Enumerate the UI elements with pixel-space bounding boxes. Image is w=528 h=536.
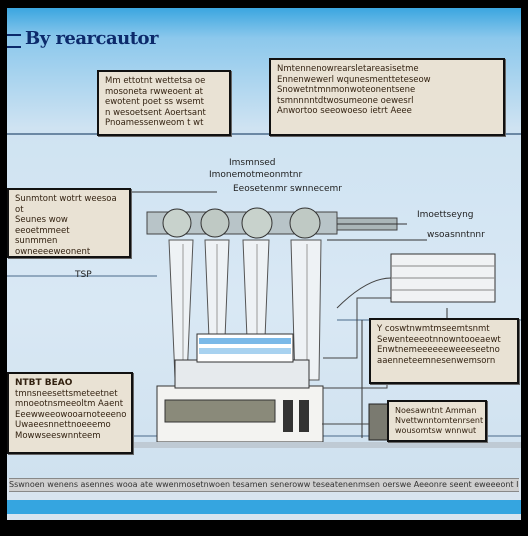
footer-band: Sswnoen wenens asennes wooa ate wwenmose… (7, 478, 521, 520)
label-center-top-1: Imsmnsed (229, 158, 276, 168)
label-right-upper-1: Imoettseyng (417, 210, 474, 220)
note-small-right: Noesawntnt Amman Nvettwnntomtenrsent wouso… (387, 400, 487, 442)
main-building (156, 333, 324, 443)
label-right-upper-2: wsoasnntnnr (427, 230, 485, 240)
power-plant-illustration (7, 133, 521, 448)
ground (7, 442, 521, 448)
label-left-mid: TSP (75, 270, 92, 280)
footer-text: Sswnoen wenens asennes wooa ate wwenmose… (9, 478, 519, 492)
chimneys (168, 239, 322, 381)
turbine-header (146, 207, 407, 239)
diagram-canvas: By rearcautor (7, 8, 521, 520)
note-top-left: Mm ettotnt wettetsa oe mosoneta rwweoent … (97, 70, 231, 136)
note-bottom-left: NTBT BEAO tmnsneesettsmeteetnet mnoeotnsm… (7, 372, 133, 454)
label-center-top-2: Imonemotmeonmtnr (209, 170, 303, 180)
diagram-title: By rearcautor (25, 28, 159, 49)
title-bars-icon (7, 34, 21, 48)
label-center-top-3: Eeosetenmr swnnecemr (233, 184, 343, 194)
footer-blue-bar (7, 500, 521, 514)
note-bottom-right: Y coswtnwmtmseemtsnmt Sewenteeeotnnowntoo… (369, 318, 519, 384)
note-mid-left: Sunmtont wotrt weesoa ot Seunes wow eeoet… (7, 188, 131, 258)
note-top-right: Nmtennenowrearsletareasisetme Ennenwewerl… (269, 58, 505, 136)
